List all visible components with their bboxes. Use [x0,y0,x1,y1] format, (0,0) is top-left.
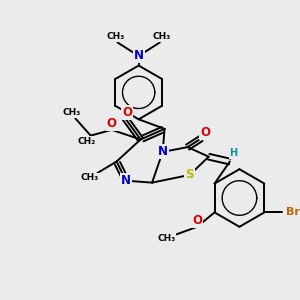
Text: N: N [158,146,168,158]
Text: CH₃: CH₃ [81,173,99,182]
Text: O: O [107,117,117,130]
Text: O: O [200,126,210,139]
Text: Br: Br [286,207,300,218]
Text: CH₃: CH₃ [158,234,175,243]
Text: O: O [122,106,132,119]
Text: CH₃: CH₃ [62,108,81,117]
Text: CH₃: CH₃ [153,32,171,41]
Text: O: O [192,214,202,226]
Text: H: H [230,148,238,158]
Text: N: N [121,174,131,187]
Text: S: S [185,169,194,182]
Text: CH₂: CH₂ [78,137,96,146]
Text: N: N [134,50,144,62]
Text: CH₃: CH₃ [106,32,125,41]
